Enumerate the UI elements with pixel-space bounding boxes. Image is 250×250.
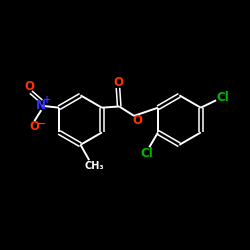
Text: −: − <box>36 119 46 129</box>
Text: +: + <box>44 94 52 104</box>
Text: Cl: Cl <box>217 91 230 104</box>
Text: O: O <box>113 76 123 89</box>
Text: O: O <box>29 120 39 133</box>
Text: Cl: Cl <box>140 147 153 160</box>
Text: N: N <box>36 99 46 112</box>
Text: CH₃: CH₃ <box>84 161 104 171</box>
Text: O: O <box>25 80 35 93</box>
Text: O: O <box>132 114 142 127</box>
